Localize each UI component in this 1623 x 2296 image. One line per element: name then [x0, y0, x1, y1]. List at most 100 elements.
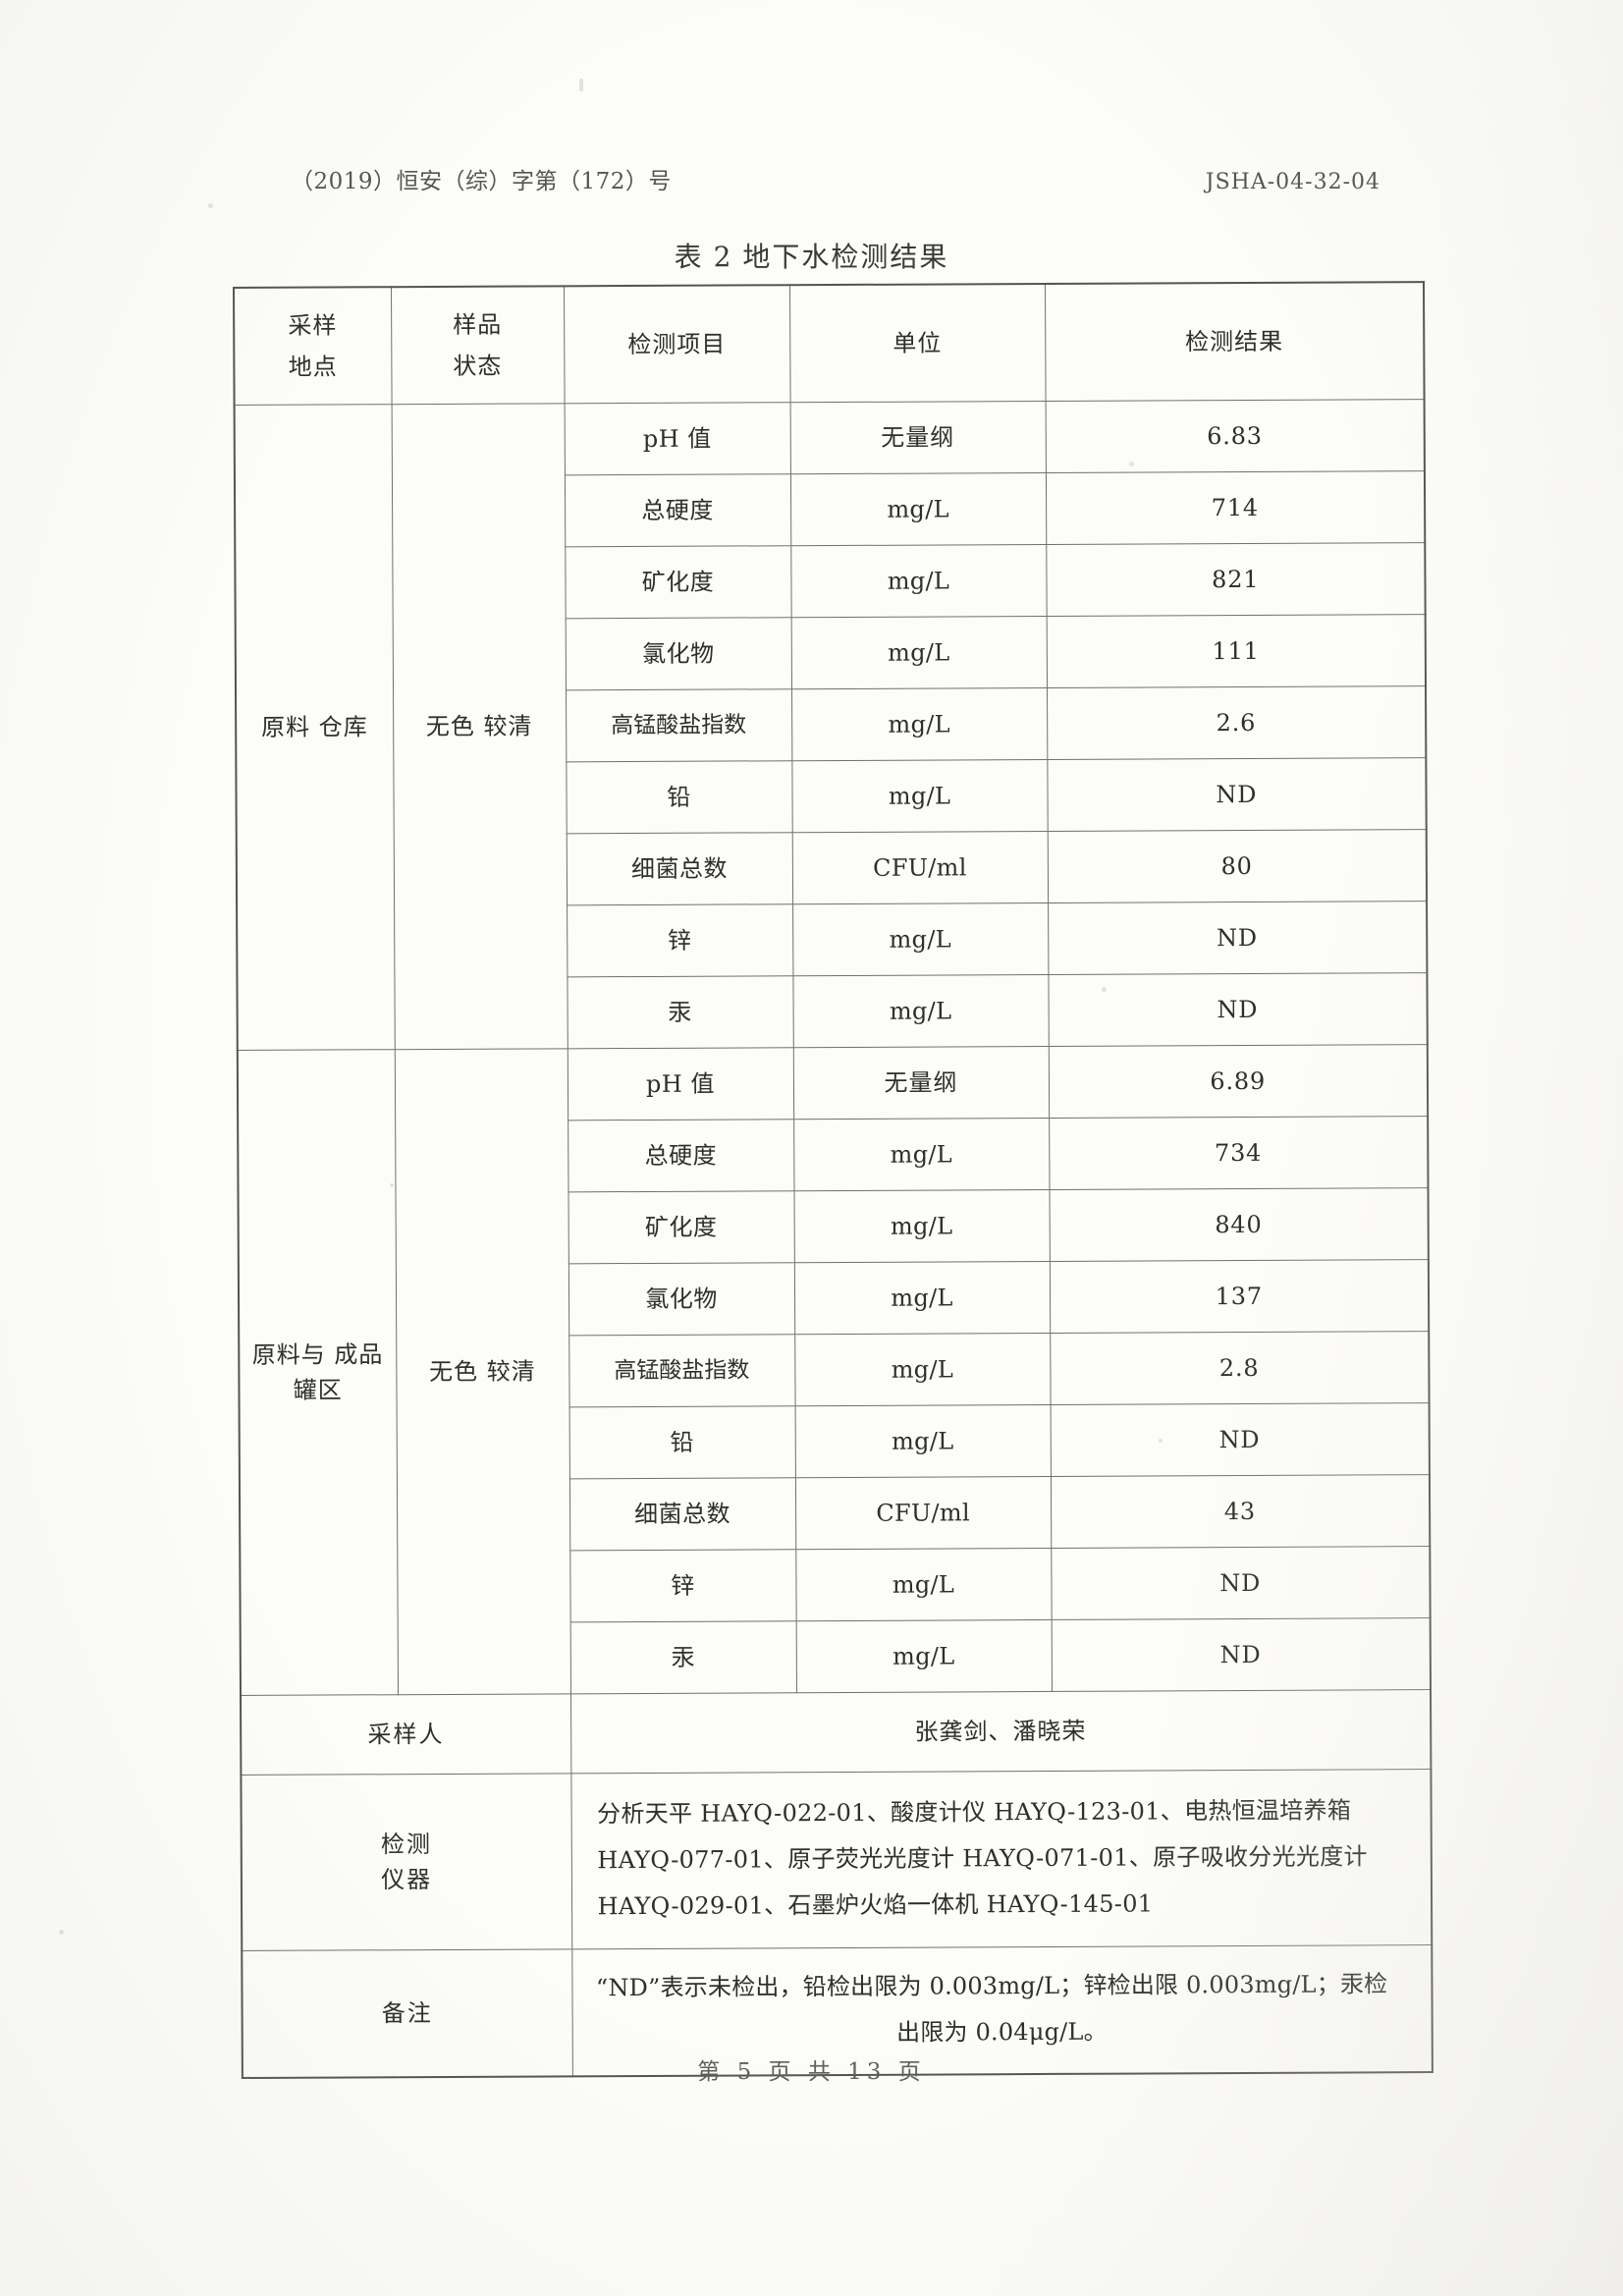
scan-speck — [208, 203, 213, 208]
test-unit: CFU/ml — [794, 1476, 1052, 1550]
test-unit: mg/L — [792, 974, 1049, 1048]
instruments-line-2: HAYQ-077-01、原子荧光光度计 HAYQ-071-01、原子吸收分光光度… — [597, 1842, 1368, 1875]
test-result: ND — [1050, 1402, 1430, 1477]
table-caption-number: 2 — [713, 241, 733, 273]
scan-speck — [579, 79, 583, 91]
test-item: 铅 — [568, 1405, 795, 1479]
sampler-names: 张龚剑、潘晓荣 — [570, 1689, 1432, 1774]
test-result: ND — [1047, 757, 1427, 832]
test-result: 714 — [1045, 470, 1426, 545]
column-header-result: 检测结果 — [1044, 282, 1425, 402]
table-caption-prefix: 表 — [674, 241, 704, 273]
test-unit: 无量纲 — [789, 401, 1046, 474]
sample-state-line2: 较清 — [486, 1357, 536, 1386]
document-header: （2019）恒安（综）字第（172）号 JSHA-04-32-04 — [291, 162, 1380, 195]
sample-location-line1: 原料 — [261, 713, 311, 741]
test-item: 锌 — [569, 1549, 796, 1622]
test-result: 80 — [1047, 829, 1428, 903]
test-unit: mg/L — [790, 616, 1048, 689]
test-result: ND — [1051, 1546, 1431, 1620]
test-result: 840 — [1049, 1187, 1429, 1262]
test-item: 高锰酸盐指数 — [566, 688, 792, 762]
column-header-test-item: 检测项目 — [564, 285, 790, 404]
test-unit: mg/L — [795, 1548, 1052, 1621]
sample-location-block-1: 原料 仓库 — [234, 404, 395, 1051]
test-result: 6.83 — [1045, 399, 1425, 473]
test-item: 矿化度 — [565, 545, 791, 619]
sample-state-line1: 无色 — [429, 1357, 479, 1387]
instruments-line-3: HAYQ-029-01、石墨炉火焰一体机 HAYQ-145-01 — [597, 1889, 1154, 1920]
test-result: ND — [1048, 901, 1428, 975]
column-header-location-line2: 地点 — [288, 353, 338, 381]
groundwater-results-table: 采样 地点 样品 状态 检测项目 单位 检测结果 原料 仓库 — [233, 281, 1434, 2079]
column-header-sample-state: 样品 状态 — [391, 286, 565, 405]
scan-speck — [390, 1183, 394, 1187]
table-row: 原料与 成品罐区 无色 较清 pH 值 无量纲 6.89 — [237, 1044, 1429, 1696]
note-line-1: “ND”表示未检出，铅检出限为 0.003mg/L；锌检出限 0.003mg/L… — [595, 1970, 1388, 2002]
test-item: 汞 — [569, 1620, 797, 1694]
scan-speck — [1102, 987, 1107, 992]
test-unit: mg/L — [791, 759, 1048, 833]
scan-speck — [59, 1930, 64, 1935]
instruments-list: 分析天平 HAYQ-022-01、酸度计仪 HAYQ-123-01、电热恒温培养… — [570, 1769, 1433, 1950]
column-header-unit: 单位 — [788, 283, 1046, 403]
test-item: 氯化物 — [565, 617, 792, 690]
test-item: 铅 — [566, 760, 792, 834]
instruments-line-1: 分析天平 HAYQ-022-01、酸度计仪 HAYQ-123-01、电热恒温培养… — [597, 1796, 1352, 1829]
test-result: 111 — [1046, 614, 1427, 688]
test-result: 2.8 — [1050, 1331, 1430, 1405]
test-unit: mg/L — [794, 1333, 1051, 1406]
page-number-footer: 第 5 页 共 13 页 — [697, 2059, 926, 2085]
sample-state-block-1: 无色 较清 — [391, 403, 568, 1050]
test-result: 2.6 — [1047, 685, 1427, 760]
table-header-row: 采样 地点 样品 状态 检测项目 单位 检测结果 — [234, 282, 1425, 406]
test-unit: mg/L — [790, 544, 1047, 618]
test-result: ND — [1048, 972, 1428, 1047]
test-item: 总硬度 — [564, 473, 791, 547]
instruments-label-line1: 检测 — [380, 1831, 433, 1859]
note-line-2: 出限为 0.04μg/L。 — [896, 2017, 1108, 2047]
column-header-state-line2: 状态 — [453, 352, 503, 380]
instruments-row: 检测 仪器 分析天平 HAYQ-022-01、酸度计仪 HAYQ-123-01、… — [241, 1769, 1433, 1951]
table-row: 原料 仓库 无色 较清 pH 值 无量纲 6.83 — [234, 399, 1425, 1051]
sample-location-block-2: 原料与 成品罐区 — [237, 1049, 399, 1696]
column-header-location-line1: 采样 — [288, 311, 338, 340]
results-table-container: 采样 地点 样品 状态 检测项目 单位 检测结果 原料 仓库 — [233, 281, 1434, 2079]
scan-speck — [1129, 462, 1134, 466]
test-item: 汞 — [567, 975, 793, 1049]
test-item: 锌 — [567, 903, 793, 977]
test-result: 137 — [1049, 1259, 1430, 1334]
sample-location-line2: 仓库 — [318, 713, 368, 741]
test-unit: mg/L — [793, 1118, 1050, 1191]
table-caption-text: 地下水检测结果 — [742, 241, 949, 273]
test-result: ND — [1051, 1617, 1431, 1692]
sample-state-line2: 较清 — [483, 712, 533, 740]
column-header-location: 采样 地点 — [234, 287, 392, 406]
test-item: pH 值 — [564, 402, 790, 475]
test-unit: mg/L — [794, 1404, 1051, 1478]
table-caption: 表 2 地下水检测结果 — [0, 236, 1623, 275]
instruments-label-line2: 仪器 — [381, 1866, 433, 1894]
test-unit: mg/L — [793, 1261, 1051, 1335]
sample-state-line1: 无色 — [425, 712, 475, 741]
test-unit: CFU/ml — [791, 831, 1049, 904]
test-result: 43 — [1050, 1474, 1431, 1549]
test-result: 6.89 — [1048, 1044, 1429, 1119]
instruments-label: 检测 仪器 — [241, 1773, 572, 1951]
sample-state-block-2: 无色 较清 — [394, 1048, 571, 1695]
test-unit: mg/L — [793, 1189, 1050, 1263]
test-unit: mg/L — [791, 687, 1048, 761]
test-unit: 无量纲 — [792, 1046, 1050, 1120]
test-unit: mg/L — [795, 1619, 1053, 1693]
test-unit: mg/L — [792, 902, 1049, 976]
sampler-row: 采样人 张龚剑、潘晓荣 — [241, 1689, 1432, 1776]
test-item: 细菌总数 — [566, 832, 793, 905]
test-item: 氯化物 — [568, 1262, 795, 1336]
test-item: 总硬度 — [568, 1119, 794, 1192]
test-item: pH 值 — [567, 1047, 794, 1121]
scan-speck — [1159, 1439, 1163, 1443]
test-unit: mg/L — [789, 472, 1047, 546]
test-item: 高锰酸盐指数 — [568, 1334, 795, 1407]
test-result: 734 — [1049, 1116, 1429, 1190]
